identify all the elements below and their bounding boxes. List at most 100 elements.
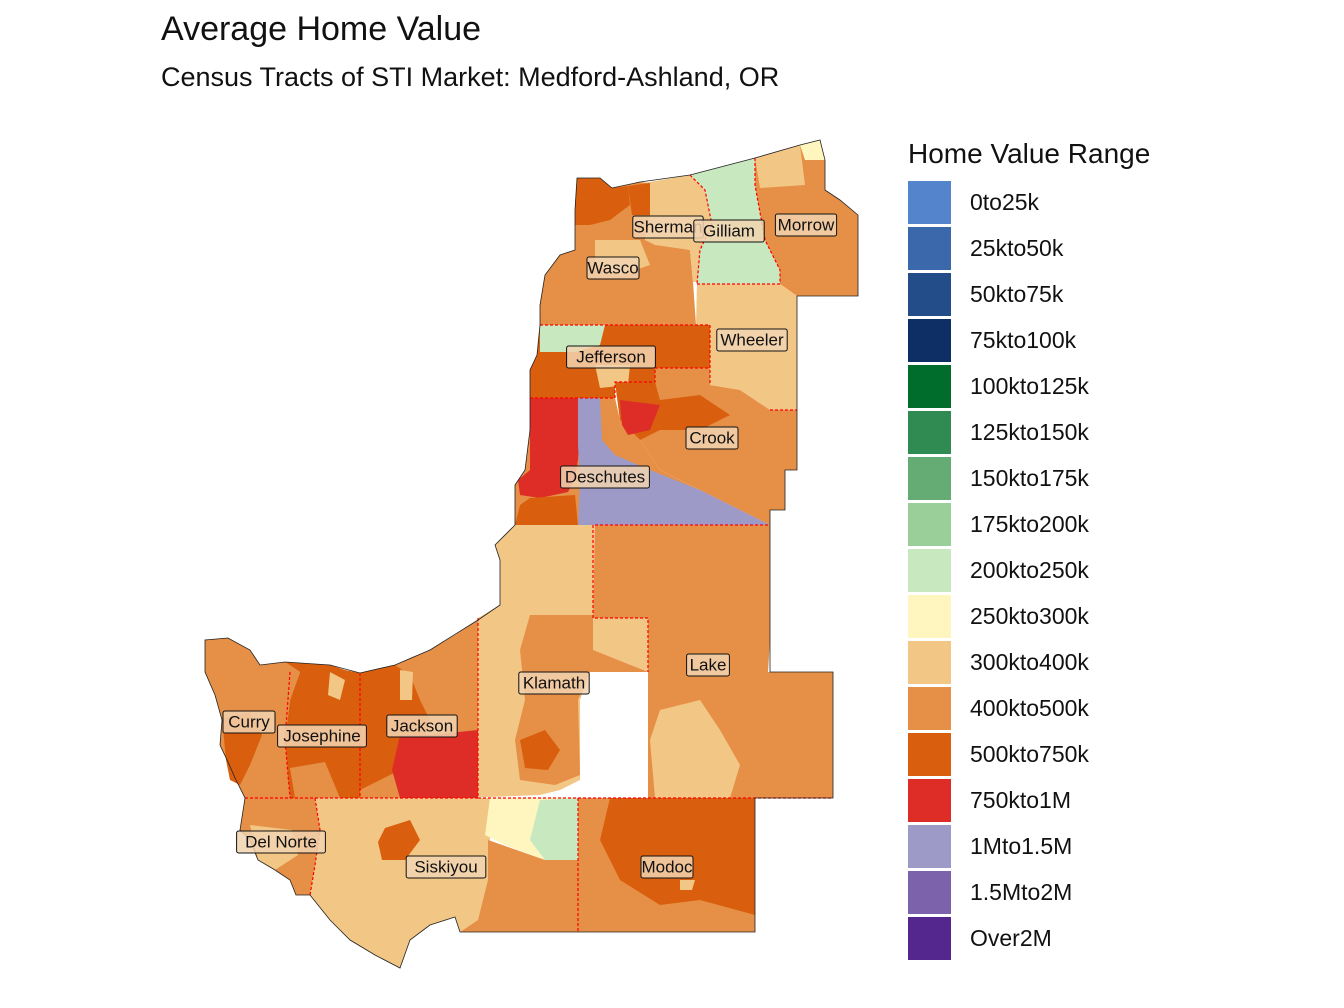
- legend-swatch: [908, 226, 951, 270]
- legend-item: 175kto200k: [908, 501, 1150, 547]
- region-siskiyou-tract-d[interactable]: [378, 820, 420, 860]
- legend-label: 1Mto1.5M: [970, 832, 1073, 859]
- legend-label: Over2M: [970, 924, 1052, 951]
- region-jackson-tract-red[interactable]: [392, 730, 478, 798]
- county-label-text: Curry: [228, 713, 270, 732]
- legend-swatch: [908, 870, 951, 914]
- region-deschutes-tract-a[interactable]: [515, 495, 578, 525]
- map-title: Average Home Value: [161, 10, 482, 48]
- county-label: Sherman: [632, 215, 704, 239]
- county-label-text: Wasco: [587, 259, 638, 278]
- legend-swatch: [908, 456, 951, 500]
- legend-swatch: [908, 364, 951, 408]
- legend-label: 150kto175k: [970, 464, 1089, 491]
- county-label: Del Norte: [236, 830, 326, 854]
- county-label-text: Sherman: [634, 218, 703, 237]
- region-jefferson-tract-a[interactable]: [540, 325, 605, 352]
- legend-item: 300kto400k: [908, 639, 1150, 685]
- county-label-text: Gilliam: [703, 222, 755, 241]
- legend-swatch: [908, 502, 951, 546]
- legend-swatch: [908, 732, 951, 776]
- region-morrow-tract-b[interactable]: [800, 140, 825, 160]
- legend-label: 75kto100k: [970, 326, 1077, 353]
- county-label: Josephine: [277, 724, 367, 748]
- region-morrow-tract-a[interactable]: [755, 145, 805, 188]
- region-wasco-tract-a[interactable]: [575, 178, 630, 225]
- county-label-text: Morrow: [778, 216, 835, 235]
- legend-item: 750kto1M: [908, 777, 1150, 823]
- map-subtitle: Census Tracts of STI Market: Medford-Ash…: [161, 62, 780, 92]
- county-label-text: Deschutes: [565, 468, 645, 487]
- region-lake-tract-a[interactable]: [650, 700, 740, 798]
- legend-item: 75kto100k: [908, 317, 1150, 363]
- county-label-text: Siskiyou: [414, 858, 477, 877]
- choropleth-map: Sherman Gilliam Morrow Wasco Wheeler Jefferso…: [204, 139, 859, 969]
- county-label-text: Wheeler: [720, 331, 784, 350]
- county-label: Deschutes: [560, 465, 650, 489]
- legend-item: 125kto150k: [908, 409, 1150, 455]
- legend-swatch: [908, 686, 951, 730]
- legend-swatch: [908, 594, 951, 638]
- county-label: Curry: [222, 710, 276, 734]
- legend-swatch: [908, 824, 951, 868]
- county-label: Jackson: [386, 714, 458, 738]
- legend-item: 50kto75k: [908, 271, 1150, 317]
- county-label: Modoc: [640, 855, 694, 879]
- region-siskiyou-tract-c[interactable]: [460, 840, 578, 932]
- county-label: Wasco: [586, 256, 640, 280]
- legend-label: 125kto150k: [970, 418, 1089, 445]
- legend-item: 200kto250k: [908, 547, 1150, 593]
- legend-label: 400kto500k: [970, 694, 1089, 721]
- legend-label: 300kto400k: [970, 648, 1089, 675]
- county-label: Crook: [685, 426, 739, 450]
- region-jackson-tract-b[interactable]: [400, 670, 413, 700]
- region-josephine-tract-b[interactable]: [328, 672, 345, 700]
- legend-label: 200kto250k: [970, 556, 1089, 583]
- county-label: Gilliam: [693, 219, 765, 243]
- region-siskiyou-tract-b[interactable]: [530, 798, 578, 860]
- county-label-text: Lake: [690, 656, 727, 675]
- region-klamath-tract-b[interactable]: [520, 730, 560, 770]
- county-label-text: Klamath: [523, 674, 585, 693]
- region-modoc-tract-b[interactable]: [680, 880, 695, 890]
- legend-label: 500kto750k: [970, 740, 1089, 767]
- region-deschutes-tract-c[interactable]: [620, 400, 660, 435]
- legend-title: Home Value Range: [908, 138, 1151, 169]
- county-label-text: Jefferson: [576, 348, 646, 367]
- county-label-text: Josephine: [283, 727, 361, 746]
- region-wasco-tract-b[interactable]: [628, 183, 650, 215]
- legend-item: 0to25k: [908, 179, 1150, 225]
- legend-label: 250kto300k: [970, 602, 1089, 629]
- legend-label: 175kto200k: [970, 510, 1089, 537]
- legend-item: 1.5Mto2M: [908, 869, 1150, 915]
- region-josephine-tract-a[interactable]: [290, 762, 340, 798]
- legend-label: 100kto125k: [970, 372, 1089, 399]
- legend-item: 150kto175k: [908, 455, 1150, 501]
- legend-item: Over2M: [908, 915, 1150, 961]
- region-deschutes-tract-b[interactable]: [578, 398, 770, 525]
- legend-swatch: [908, 180, 951, 224]
- county-label: Klamath: [518, 671, 590, 695]
- legend-item: 400kto500k: [908, 685, 1150, 731]
- legend-swatch: [908, 272, 951, 316]
- county-label: Lake: [686, 653, 730, 677]
- region-siskiyou[interactable]: [310, 798, 490, 968]
- legend-item: 1Mto1.5M: [908, 823, 1150, 869]
- county-label-text: Crook: [689, 429, 735, 448]
- region-modoc-tract-a[interactable]: [578, 798, 755, 932]
- legend-items: 0to25k 25kto50k 50kto75k 75kto100k 100kto125…: [908, 179, 1150, 961]
- legend-swatch: [908, 318, 951, 362]
- legend-label: 1.5Mto2M: [970, 878, 1073, 905]
- county-label-text: Modoc: [641, 858, 693, 877]
- legend-label: 25kto50k: [970, 234, 1064, 261]
- county-label-text: Jackson: [391, 717, 453, 736]
- legend-swatch: [908, 410, 951, 454]
- county-label-text: Del Norte: [245, 833, 317, 852]
- legend-label: 750kto1M: [970, 786, 1072, 813]
- legend-label: 0to25k: [970, 188, 1040, 215]
- legend-swatch: [908, 916, 951, 960]
- legend-item: 500kto750k: [908, 731, 1150, 777]
- legend-item: 250kto300k: [908, 593, 1150, 639]
- legend-item: 100kto125k: [908, 363, 1150, 409]
- legend-swatch: [908, 778, 951, 822]
